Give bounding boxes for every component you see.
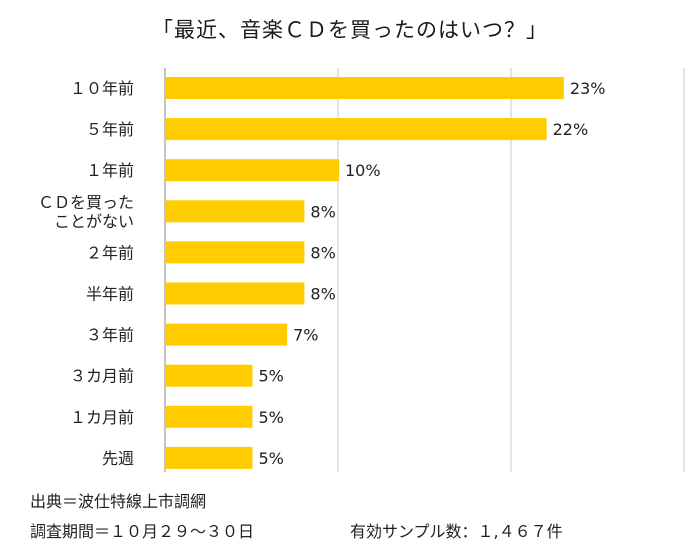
category-label: ３カ月前 — [70, 367, 134, 386]
bar — [166, 77, 564, 99]
data-label: 5% — [259, 367, 284, 386]
category-label: ５年前 — [86, 120, 134, 139]
category-label: ＣＤを買ったことがない — [38, 193, 134, 231]
data-label: 8% — [310, 202, 335, 221]
bar — [166, 282, 305, 305]
bars — [166, 77, 564, 469]
bar — [166, 200, 305, 223]
category-label: １カ月前 — [70, 408, 134, 427]
data-label: 8% — [310, 285, 335, 304]
bar — [166, 446, 253, 469]
category-label: 先週 — [102, 449, 134, 468]
data-label: 8% — [310, 243, 335, 262]
data-label: 10% — [345, 161, 381, 180]
value-labels: 23% 22% 10% 8% 8% 8% 7% 5% 5% 5% — [259, 79, 606, 468]
data-label: 23% — [570, 79, 606, 98]
bar — [166, 118, 547, 141]
category-label: １年前 — [86, 161, 134, 180]
category-label: １０年前 — [70, 79, 134, 98]
bar — [166, 323, 288, 346]
bar — [166, 405, 253, 428]
data-label: 22% — [553, 120, 589, 139]
category-label: ３年前 — [86, 326, 134, 345]
data-label: 5% — [259, 408, 284, 427]
bar — [166, 159, 339, 182]
data-label: 5% — [259, 449, 284, 468]
category-label: ２年前 — [86, 243, 134, 262]
bar — [166, 364, 253, 387]
bar — [166, 241, 305, 264]
chart-title: 「最近、音楽ＣＤを買ったのはいつ？」 — [152, 18, 548, 42]
category-label: 半年前 — [86, 285, 134, 304]
sample-size-note: 有効サンプル数：１,４６７件 — [350, 522, 563, 541]
source-note: 出典＝波仕特線上市調網 — [30, 492, 207, 511]
survey-period-note: 調査期間＝１０月２９～３０日 — [30, 522, 255, 541]
data-label: 7% — [293, 326, 318, 345]
